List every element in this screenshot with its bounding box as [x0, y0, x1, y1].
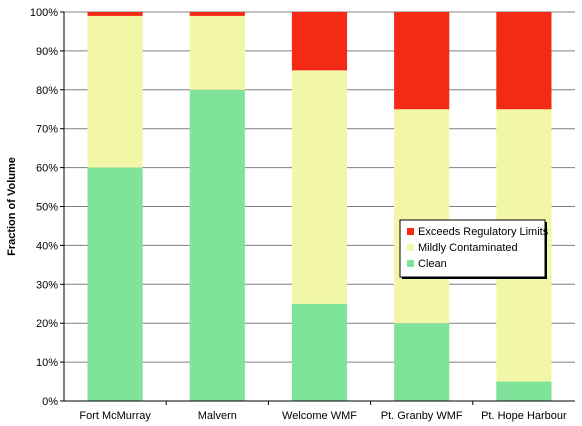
- legend-label: Clean: [418, 258, 447, 270]
- legend-swatch: [407, 260, 414, 267]
- legend-label: Exceeds Regulatory Limits: [418, 226, 549, 238]
- legend-swatch: [407, 228, 414, 235]
- x-tick-label: Pt. Hope Harbour: [481, 410, 567, 422]
- x-tick-label: Welcome WMF: [282, 410, 357, 422]
- legend-box: [399, 219, 546, 278]
- y-tick-label: 70%: [36, 124, 58, 136]
- bar-segment-mildly-contaminated: [291, 70, 348, 304]
- y-tick-label: 20%: [36, 318, 58, 330]
- bar-segment-mildly-contaminated: [394, 109, 450, 324]
- y-tick-label: 90%: [36, 46, 58, 58]
- bar-segment-clean: [87, 167, 143, 401]
- bar-segment-clean: [189, 89, 245, 402]
- bar-segment-exceeds-regulatory-limits: [394, 12, 450, 110]
- y-tick-label: 50%: [36, 202, 58, 214]
- y-tick-label: 60%: [36, 163, 58, 175]
- y-tick-label: 40%: [36, 240, 58, 252]
- y-tick-label: 10%: [36, 357, 58, 369]
- x-tick-label: Pt. Granby WMF: [381, 410, 463, 422]
- bar-segment-exceeds-regulatory-limits: [189, 12, 245, 16]
- y-axis-label: Fraction of Volume: [6, 157, 18, 256]
- legend-swatch: [407, 244, 414, 251]
- y-tick-label: 80%: [36, 85, 58, 97]
- y-tick-label: 100%: [30, 7, 58, 19]
- bar-segment-clean: [496, 381, 552, 401]
- bar-segment-mildly-contaminated: [87, 15, 143, 168]
- x-tick-label: Fort McMurray: [79, 410, 151, 422]
- bar-segment-mildly-contaminated: [189, 15, 245, 90]
- bar-segment-exceeds-regulatory-limits: [87, 12, 143, 16]
- bar-segment-clean: [291, 303, 348, 401]
- legend-label: Mildly Contaminated: [418, 242, 518, 254]
- legend: Exceeds Regulatory Limits Mildly Contamin…: [399, 219, 549, 279]
- y-tick-label: 0%: [42, 396, 58, 408]
- x-tick-label: Malvern: [198, 410, 237, 422]
- y-tick-label: 30%: [36, 279, 58, 291]
- bar-segment-exceeds-regulatory-limits: [496, 12, 552, 110]
- bar-segment-exceeds-regulatory-limits: [291, 12, 348, 71]
- bar-segment-clean: [394, 323, 450, 401]
